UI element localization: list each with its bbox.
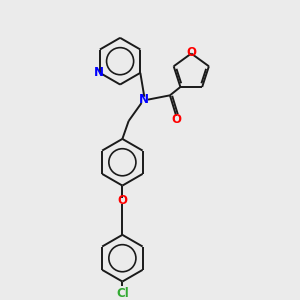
Text: O: O	[186, 46, 196, 59]
Text: O: O	[117, 194, 128, 207]
Text: O: O	[171, 113, 181, 126]
Text: Cl: Cl	[116, 287, 129, 300]
Text: N: N	[94, 66, 103, 80]
Text: N: N	[139, 93, 149, 106]
